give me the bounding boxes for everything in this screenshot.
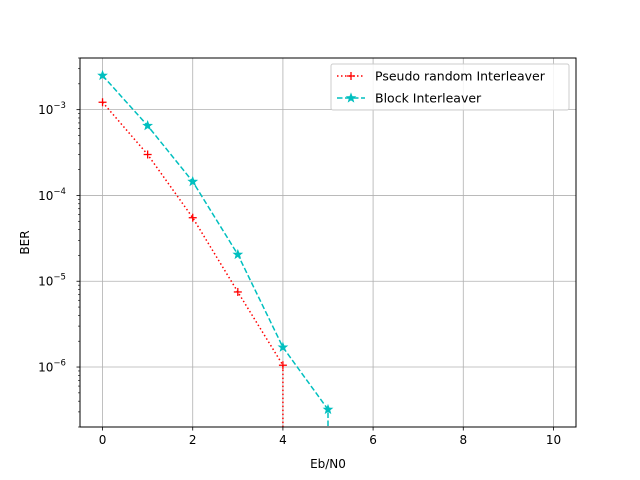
data-point: [278, 361, 287, 370]
x-tick-label: 10: [546, 433, 561, 447]
data-point: [187, 175, 199, 187]
x-tick-label: 8: [459, 433, 467, 447]
data-point: [277, 341, 289, 352]
data-point: [143, 150, 152, 159]
data-point: [233, 287, 242, 296]
y-tick-base: 10: [38, 189, 53, 203]
data-point: [188, 213, 197, 222]
y-tick-label: 10−4: [38, 187, 66, 203]
y-axis-label: BER: [18, 230, 32, 254]
y-tick-base: 10: [38, 275, 53, 289]
data-point: [322, 403, 334, 415]
legend: Pseudo random Interleaver Block Interleav…: [330, 63, 570, 111]
y-tick-exponent: −5: [53, 273, 66, 283]
y-tick-label: 10−3: [38, 101, 66, 117]
y-tick-base: 10: [38, 103, 53, 117]
legend-marker-0: [347, 72, 355, 80]
data-point: [97, 69, 108, 81]
x-tick-label: 6: [369, 433, 377, 447]
plot-frame: [79, 57, 577, 428]
data-point: [98, 98, 107, 107]
legend-marker-1: [345, 92, 357, 103]
y-tick-base: 10: [38, 361, 53, 375]
series-layer: [97, 69, 334, 427]
y-tick-label: 10−6: [38, 359, 66, 375]
y-tick-exponent: −4: [53, 187, 66, 197]
x-axis-label: Eb/N0: [310, 457, 346, 471]
legend-label-0: Pseudo random Interleaver: [375, 69, 546, 84]
y-tick-exponent: −3: [53, 101, 66, 111]
legend-label-1: Block Interleaver: [375, 91, 482, 106]
x-tick-label: 4: [279, 433, 287, 447]
data-point: [142, 120, 154, 131]
legend-box: [330, 63, 570, 111]
y-tick-label: 10−5: [38, 273, 66, 289]
data-point: [232, 248, 244, 260]
x-tick-label: 2: [189, 433, 197, 447]
x-tick-label: 0: [99, 433, 107, 447]
y-tick-exponent: −6: [53, 359, 66, 369]
